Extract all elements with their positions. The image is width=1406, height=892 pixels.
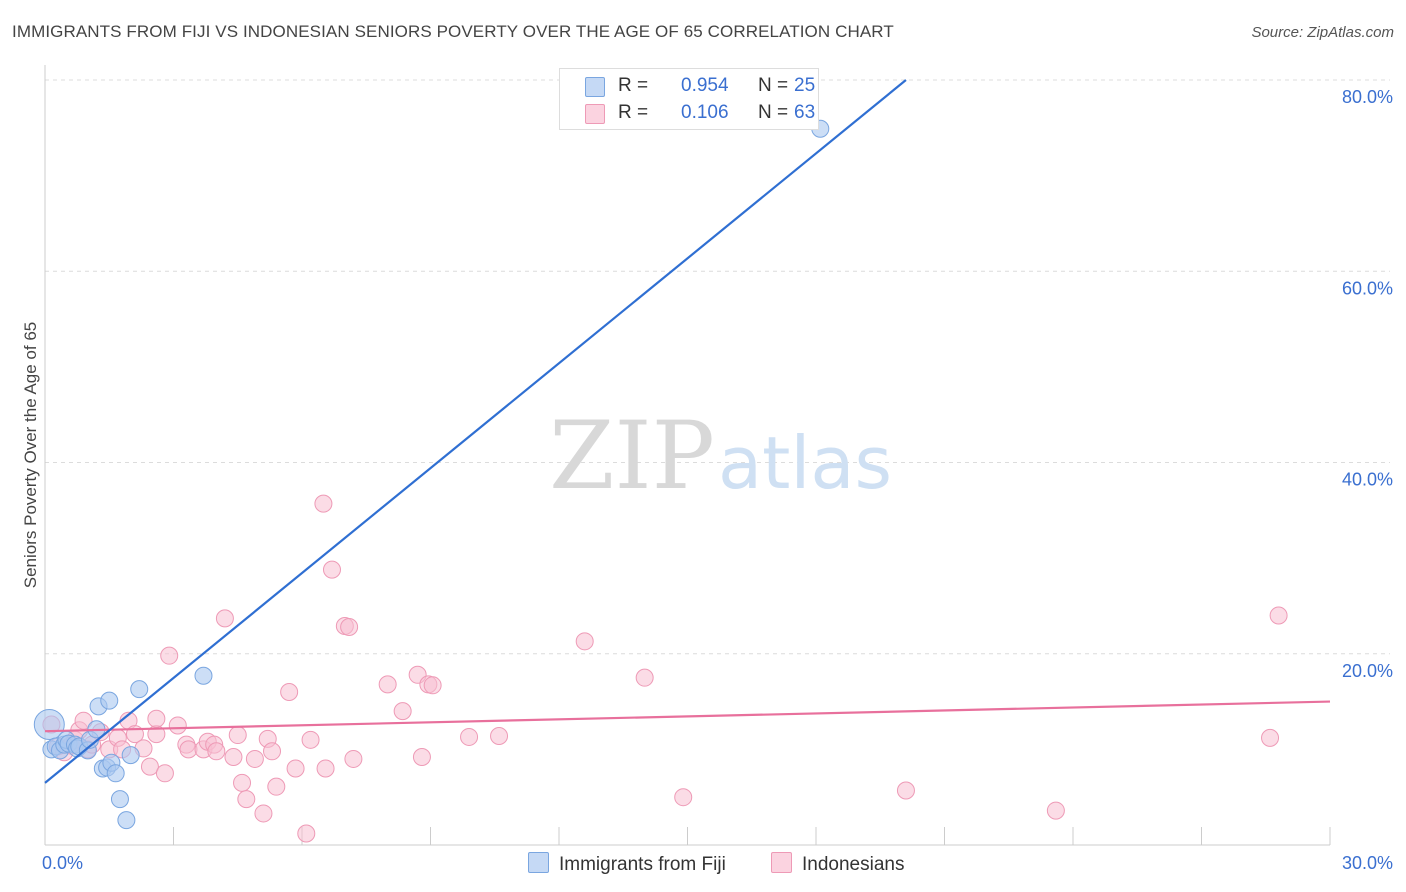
- indonesians-point: [896, 781, 915, 800]
- indonesians-point: [147, 709, 166, 728]
- indonesians-point: [322, 560, 341, 579]
- indonesians-point: [280, 683, 299, 701]
- x-tick-label: 0.0%: [42, 853, 83, 873]
- indonesians-swatch: [585, 104, 605, 124]
- indonesians-point: [224, 748, 243, 767]
- legend-fiji-swatch: [528, 852, 549, 873]
- indonesians-point: [316, 759, 335, 778]
- indonesians-point: [490, 726, 509, 745]
- indonesians-point: [1261, 728, 1280, 747]
- indonesians-point: [160, 646, 179, 665]
- r-value: 0.106: [681, 102, 729, 123]
- indonesians-point: [168, 716, 187, 735]
- indonesians-point: [267, 777, 286, 796]
- indonesians-point: [263, 742, 282, 761]
- y-tick-label: 60.0%: [1342, 278, 1393, 298]
- watermark-zip: ZIP: [549, 402, 715, 511]
- indonesians-point: [1269, 606, 1288, 625]
- indonesians-point: [460, 727, 479, 746]
- y-tick-label: 80.0%: [1342, 87, 1393, 107]
- indonesians-point: [344, 749, 363, 768]
- indonesians-point: [340, 617, 359, 636]
- fiji-point: [121, 746, 140, 765]
- indonesians-point: [155, 764, 174, 783]
- indonesians-point: [393, 702, 412, 721]
- indonesians-point: [74, 711, 93, 730]
- indonesians-point: [228, 726, 247, 745]
- r-value: 0.954: [681, 75, 729, 96]
- gridlines: [45, 79, 1390, 655]
- fiji-point: [117, 811, 136, 830]
- series-indonesians: [42, 494, 1288, 843]
- fiji-point: [194, 666, 213, 685]
- indonesians-point: [237, 790, 256, 809]
- trend-lines: [44, 79, 1331, 784]
- legend-indonesians-label: Indonesians: [802, 854, 905, 875]
- chart-title: IMMIGRANTS FROM FIJI VS INDONESIAN SENIO…: [12, 22, 894, 41]
- n-value: 63: [794, 102, 816, 123]
- tick-labels: 20.0% 40.0% 60.0% 80.0% 0.0% 30.0%: [42, 87, 1393, 873]
- indonesians-point: [140, 757, 159, 776]
- r-label: R =: [618, 75, 649, 96]
- n-label: N =: [758, 102, 789, 123]
- indonesians-point: [207, 742, 226, 761]
- fiji-point: [130, 680, 149, 699]
- n-value: 25: [794, 75, 816, 96]
- legend-item-indonesians: Indonesians: [771, 852, 904, 876]
- stats-legend: R = 0.954 N = 25 R = 0.106 N = 63: [559, 68, 819, 130]
- indonesians-point: [674, 788, 693, 807]
- fiji-trend-line: [44, 79, 907, 784]
- series-legend: Immigrants from Fiji Indonesians: [0, 850, 1406, 878]
- legend-indonesians-swatch: [771, 852, 792, 873]
- y-axis-label: Seniors Poverty Over the Age of 65: [21, 322, 40, 588]
- indonesians-point: [245, 749, 264, 768]
- indonesians-point: [233, 773, 252, 792]
- indonesians-point: [412, 748, 431, 767]
- r-label: R =: [618, 102, 649, 123]
- indonesians-point: [286, 759, 305, 778]
- indonesians-point: [179, 740, 198, 759]
- indonesians-point: [1046, 801, 1065, 820]
- y-tick-label: 20.0%: [1342, 661, 1393, 681]
- fiji-point: [100, 691, 119, 710]
- indonesians-point: [314, 494, 333, 513]
- legend-fiji-label: Immigrants from Fiji: [559, 854, 726, 875]
- indonesians-point: [635, 668, 654, 687]
- indonesians-trend-line: [44, 700, 1331, 733]
- indonesians-point: [575, 632, 594, 651]
- source-label: Source: ZipAtlas.com: [1251, 24, 1394, 41]
- legend-item-fiji: Immigrants from Fiji: [528, 852, 726, 876]
- x-tick-label: 30.0%: [1342, 853, 1393, 873]
- n-label: N =: [758, 75, 789, 96]
- indonesians-point: [423, 676, 442, 695]
- watermark: ZIP atlas: [549, 402, 892, 511]
- indonesians-point: [254, 804, 273, 823]
- fiji-point: [110, 790, 129, 809]
- watermark-atlas: atlas: [718, 421, 892, 505]
- indonesians-point: [378, 675, 397, 694]
- fiji-point: [106, 764, 125, 783]
- fiji-swatch: [585, 77, 605, 97]
- indonesians-point: [215, 609, 234, 628]
- indonesians-point: [301, 730, 320, 749]
- y-tick-label: 40.0%: [1342, 470, 1393, 490]
- indonesians-point: [297, 824, 316, 843]
